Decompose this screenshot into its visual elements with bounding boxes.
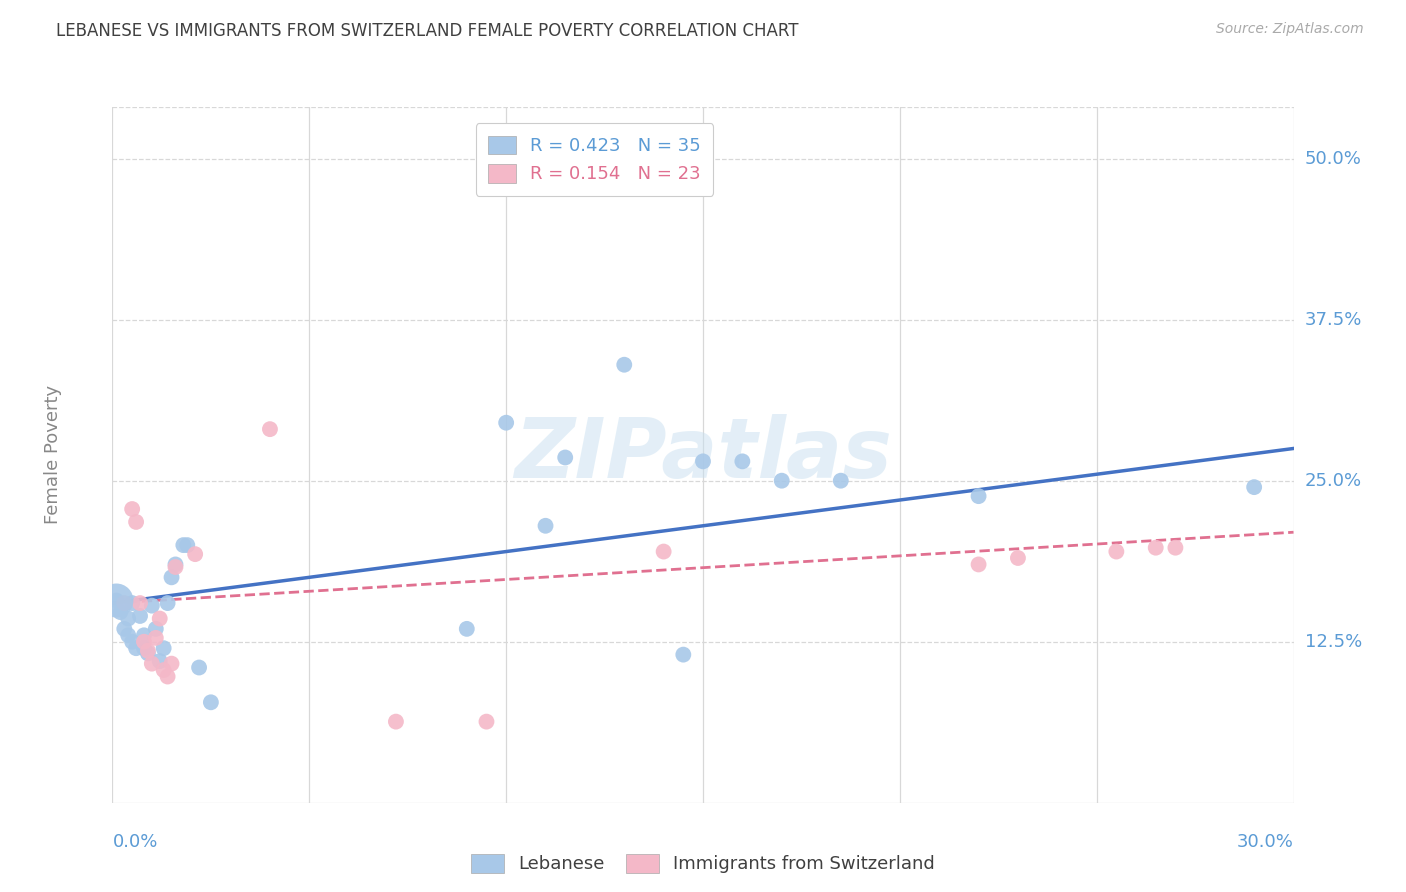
Point [141, 599, 163, 613]
Point [105, 593, 128, 607]
Point [1164, 541, 1187, 555]
Text: ZIPatlas: ZIPatlas [515, 415, 891, 495]
Text: 25.0%: 25.0% [1305, 472, 1362, 490]
Point [145, 631, 167, 645]
Point [132, 634, 155, 648]
Point [176, 538, 198, 552]
Point [200, 695, 222, 709]
Point [385, 714, 408, 729]
Text: LEBANESE VS IMMIGRANTS FROM SWITZERLAND FEMALE POVERTY CORRELATION CHART: LEBANESE VS IMMIGRANTS FROM SWITZERLAND … [56, 22, 799, 40]
Point [136, 644, 159, 658]
Point [259, 422, 281, 436]
Point [121, 634, 143, 648]
Legend: Lebanese, Immigrants from Switzerland: Lebanese, Immigrants from Switzerland [460, 843, 946, 884]
Point [1007, 551, 1029, 566]
Point [692, 454, 714, 468]
Point [165, 558, 187, 572]
Point [731, 454, 754, 468]
Point [105, 593, 128, 607]
Point [145, 622, 167, 636]
Text: 37.5%: 37.5% [1305, 310, 1362, 328]
Point [132, 641, 155, 656]
Text: 30.0%: 30.0% [1237, 833, 1294, 851]
Point [117, 628, 139, 642]
Point [652, 544, 675, 558]
Point [172, 538, 194, 552]
Point [165, 560, 187, 574]
Point [129, 609, 152, 624]
Text: 50.0%: 50.0% [1305, 150, 1361, 168]
Point [672, 648, 695, 662]
Point [141, 657, 163, 671]
Point [136, 646, 159, 660]
Text: 0.0%: 0.0% [112, 833, 157, 851]
Point [112, 622, 135, 636]
Point [456, 622, 478, 636]
Point [1144, 541, 1167, 555]
Point [160, 570, 183, 584]
Text: Female Poverty: Female Poverty [45, 385, 62, 524]
Point [1105, 544, 1128, 558]
Point [117, 611, 139, 625]
Point [475, 714, 498, 729]
Point [152, 663, 174, 677]
Point [967, 489, 990, 503]
Point [184, 547, 207, 561]
Point [613, 358, 636, 372]
Point [125, 515, 148, 529]
Point [149, 611, 172, 625]
Point [495, 416, 517, 430]
Point [188, 660, 211, 674]
Point [554, 450, 576, 465]
Point [132, 628, 155, 642]
Point [121, 502, 143, 516]
Point [129, 596, 152, 610]
Point [770, 474, 793, 488]
Point [967, 558, 990, 572]
Point [152, 641, 174, 656]
Point [156, 596, 179, 610]
Point [112, 596, 135, 610]
Point [1243, 480, 1265, 494]
Point [125, 641, 148, 656]
Point [110, 605, 132, 619]
Point [121, 596, 143, 610]
Point [149, 654, 172, 668]
Point [156, 669, 179, 683]
Point [534, 518, 557, 533]
Point [160, 657, 183, 671]
Point [830, 474, 852, 488]
Text: Source: ZipAtlas.com: Source: ZipAtlas.com [1216, 22, 1364, 37]
Text: 12.5%: 12.5% [1305, 632, 1362, 651]
